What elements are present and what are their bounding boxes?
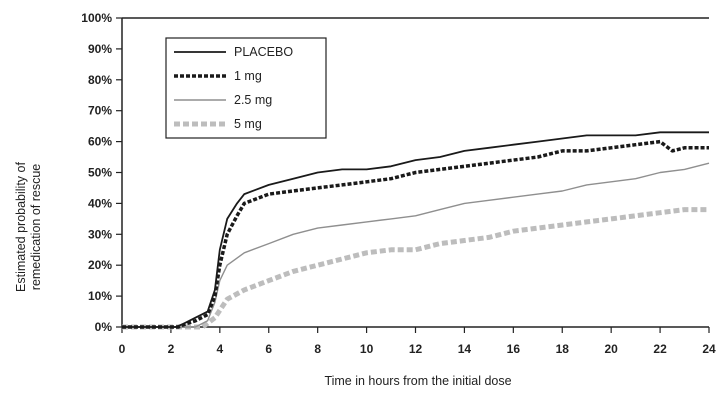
y-axis-title: Estimated probability of remedication of…	[14, 162, 43, 292]
x-tick-label: 6	[265, 342, 272, 356]
x-tick-label: 20	[604, 342, 618, 356]
x-axis-title: Time in hours from the initial dose	[324, 374, 511, 388]
y-tick-label: 100%	[81, 11, 112, 25]
legend-label: 1 mg	[234, 69, 262, 83]
x-tick-label: 10	[360, 342, 374, 356]
x-tick-label: 12	[409, 342, 423, 356]
y-tick-label: 50%	[88, 166, 112, 180]
legend-label: 2.5 mg	[234, 93, 272, 107]
x-tick-label: 8	[314, 342, 321, 356]
x-tick-label: 4	[216, 342, 223, 356]
y-tick-label: 60%	[88, 135, 112, 149]
x-tick-label: 0	[119, 342, 126, 356]
x-tick-label: 18	[556, 342, 570, 356]
x-tick-label: 16	[507, 342, 521, 356]
y-tick-label: 90%	[88, 42, 112, 56]
series-line-placebo	[122, 131, 709, 328]
axes: 0%10%20%30%40%50%60%70%80%90%100%0 2 4 6 8 10…	[81, 11, 716, 356]
legend: PLACEBO 1 mg 2.5 mg 5 mg	[165, 37, 327, 139]
legend-label: 5 mg	[234, 117, 262, 131]
series-line-1-mg	[122, 139, 709, 329]
x-tick-label: 22	[653, 342, 667, 356]
x-tick-label: 24	[702, 342, 716, 356]
x-tick-label: 14	[458, 342, 472, 356]
y-axis-title-line1: Estimated probability of	[14, 162, 28, 292]
series-line-2-5-mg	[122, 162, 710, 328]
y-axis-title-line2: remedication of rescue	[29, 164, 43, 291]
y-tick-label: 70%	[88, 104, 112, 118]
y-tick-label: 10%	[88, 289, 112, 303]
series-layer	[122, 131, 710, 330]
y-tick-label: 20%	[88, 258, 112, 272]
y-tick-label: 30%	[88, 227, 112, 241]
y-tick-label: 80%	[88, 73, 112, 87]
legend-label: PLACEBO	[234, 45, 293, 59]
legend-box	[165, 37, 327, 139]
y-tick-label: 40%	[88, 196, 112, 210]
y-tick-label: 0%	[95, 320, 113, 334]
series-line-5-mg	[122, 207, 709, 330]
x-tick-label: 2	[168, 342, 175, 356]
